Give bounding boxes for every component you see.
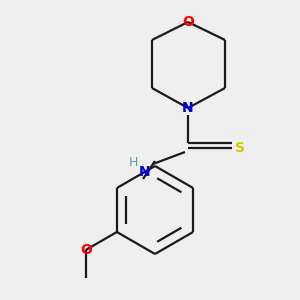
- Text: H: H: [128, 155, 138, 169]
- Text: O: O: [182, 15, 194, 29]
- Text: O: O: [80, 243, 92, 257]
- Text: N: N: [182, 101, 194, 115]
- Text: N: N: [139, 165, 151, 179]
- Text: S: S: [235, 141, 245, 155]
